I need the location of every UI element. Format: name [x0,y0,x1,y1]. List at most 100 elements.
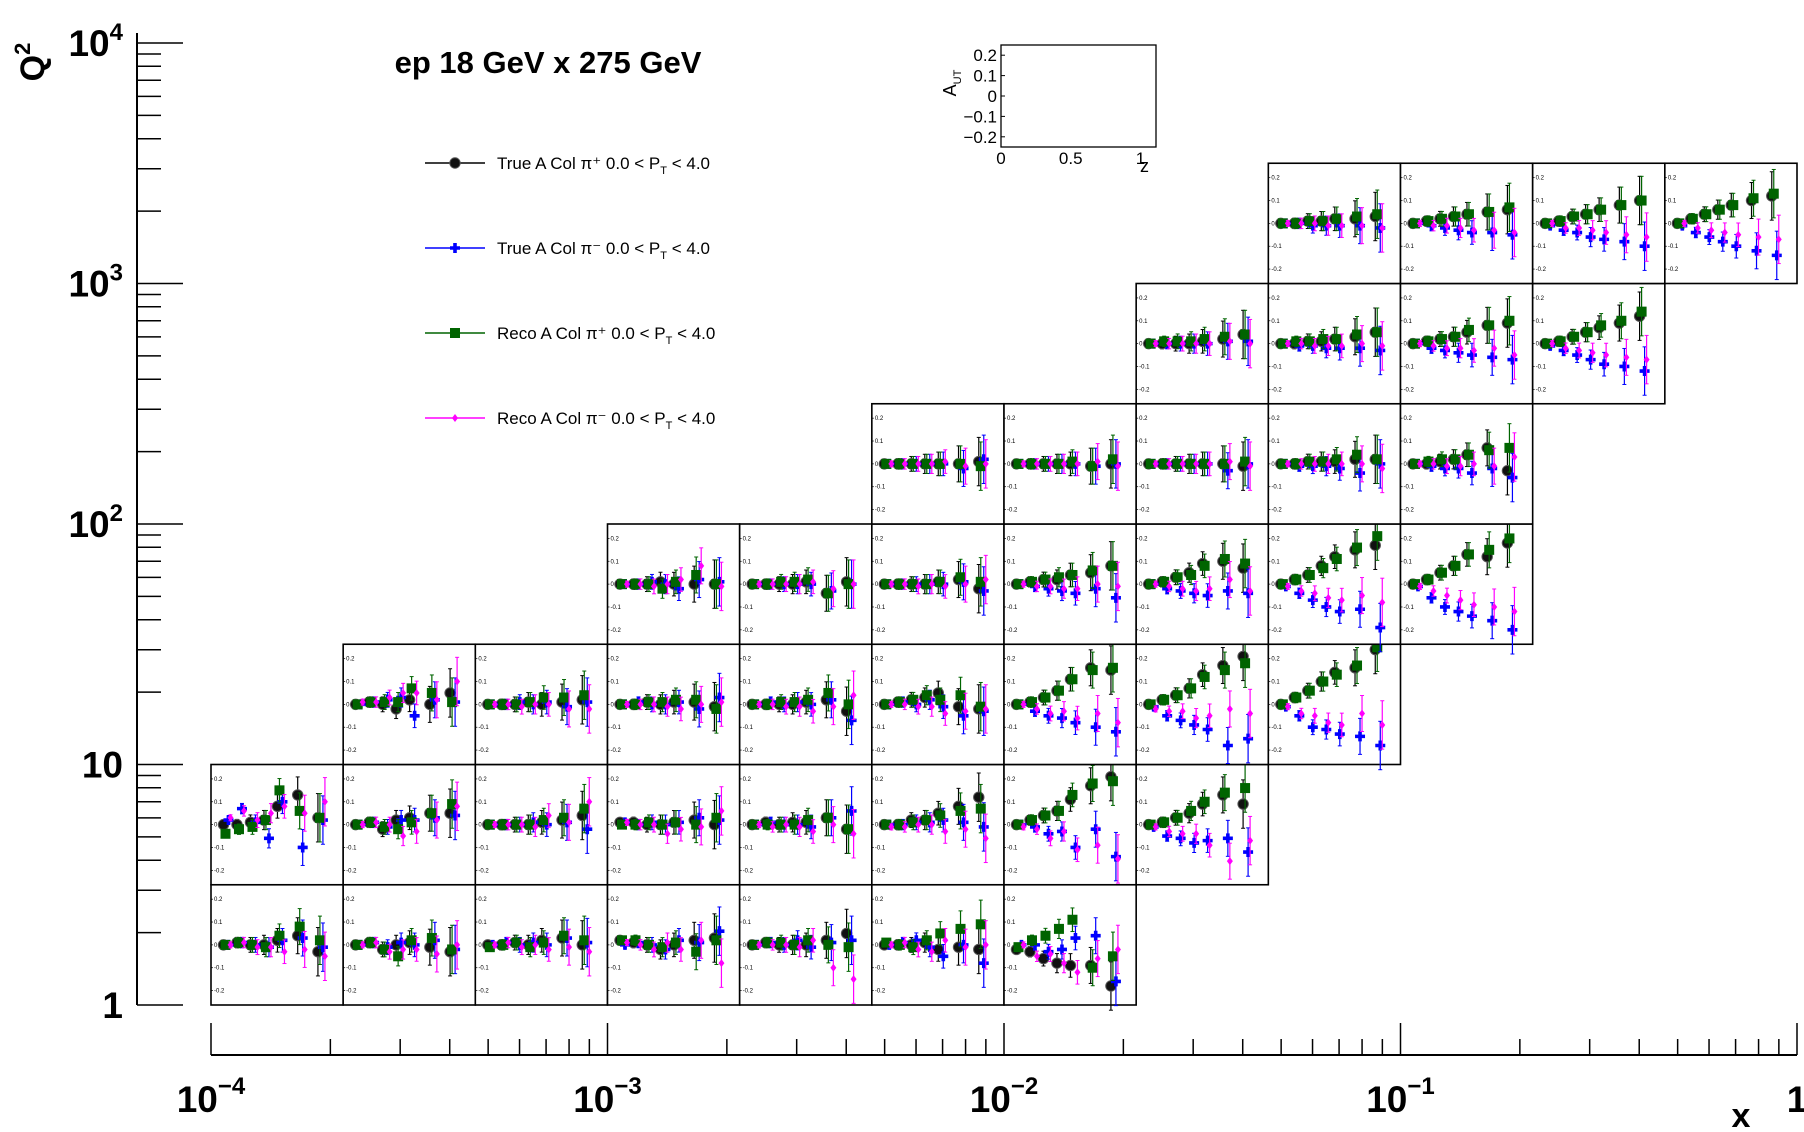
marker-reco-pi-minus [664,580,671,589]
panel: 0.2 0.1 0 -0.1 -0.2 [871,523,1005,646]
marker-reco-pi-minus [1247,709,1254,718]
panel-y-tick-label: 0 [1007,462,1011,468]
panel: 0.2 0.1 0 -0.1 -0.2 [1399,513,1534,655]
panel-y-tick-label: 0.2 [1139,657,1148,663]
panel-y-tick-label: -0.2 [1139,748,1150,754]
panel-y-tick-label: 0.1 [1139,559,1148,565]
marker-reco-pi-plus [935,928,946,939]
panel-y-tick-label: -0.2 [1404,267,1415,273]
marker-reco-pi-minus [1443,462,1450,471]
panel: 0.2 0.1 0 -0.1 -0.2 [1267,162,1402,285]
marker-reco-pi-minus [901,459,908,468]
marker-reco-pi-minus [1179,459,1186,468]
marker-reco-pi-minus [1179,584,1186,593]
marker-reco-pi-minus [1247,339,1254,348]
marker-reco-pi-plus [1450,454,1461,465]
marker-true-pi-minus [1307,722,1318,733]
marker-reco-pi-minus [1152,459,1159,468]
panel-y-tick-label: -0.2 [1271,628,1282,634]
marker-reco-pi-plus [447,697,458,708]
marker-true-pi-plus [952,700,965,713]
marker-reco-pi-minus [850,580,857,589]
panel-y-tick-label: 0.2 [1007,657,1016,663]
marker-reco-pi-minus [1511,453,1518,462]
marker-reco-pi-minus [1166,707,1173,716]
marker-reco-pi-minus [373,818,380,827]
marker-reco-pi-minus [962,462,969,471]
panel-y-tick-label: -0.1 [743,605,754,611]
marker-reco-pi-minus [254,943,261,952]
marker-reco-pi-plus [616,579,627,590]
marker-reco-pi-minus [623,818,630,827]
marker-true-pi-minus [1222,585,1233,596]
marker-reco-pi-minus [373,938,380,947]
panel-y-tick-label: 0.2 [1007,777,1016,783]
marker-reco-pi-plus [881,458,892,469]
panel: 0.2 0.1 0 -0.1 -0.2 [474,883,609,1006]
marker-reco-pi-minus [1430,459,1437,468]
panel-y-tick-label: -0.1 [1007,485,1018,491]
marker-reco-pi-minus [1443,344,1450,353]
marker-reco-pi-plus [1291,458,1302,469]
marker-reco-pi-plus [393,951,404,962]
panel-y-tick-label: -0.1 [1007,605,1018,611]
marker-reco-pi-plus [1026,815,1037,826]
marker-reco-pi-plus [1304,216,1315,227]
marker-reco-pi-minus [1338,341,1345,350]
panel-y-tick-label: -0.2 [1007,748,1018,754]
marker-reco-pi-plus [803,574,814,585]
marker-true-pi-minus [1487,615,1498,626]
marker-reco-pi-plus [1318,676,1329,687]
panel-y-tick-label: 0 [1271,582,1275,588]
panel-y-tick-label: 0.1 [1007,680,1016,686]
marker-reco-pi-plus [823,812,834,823]
marker-reco-pi-minus [586,704,593,713]
marker-reco-pi-minus [830,584,837,593]
marker-true-pi-minus [1619,361,1630,372]
marker-reco-pi-plus [975,576,986,587]
marker-reco-pi-minus [1470,459,1477,468]
panel-y-tick-label: -0.2 [1139,628,1150,634]
marker-reco-pi-minus [1206,459,1213,468]
marker-reco-pi-plus [1304,569,1315,580]
panel-y-tick-label: 0.2 [1404,296,1413,302]
marker-reco-pi-plus [711,579,722,590]
panel-y-tick-label: 0.2 [1271,536,1280,542]
panel-y-tick-label: -0.2 [611,868,622,874]
marker-reco-pi-plus [894,819,905,830]
panel-y-tick-label: 0 [1007,823,1011,829]
panel-y-tick-label: -0.2 [1007,868,1018,874]
marker-reco-pi-minus [1020,700,1027,709]
marker-reco-pi-minus [518,943,525,952]
marker-reco-pi-plus [1026,697,1037,708]
marker-reco-pi-minus [901,822,908,831]
panel: 0.2 0.1 0 -0.1 -0.2 [606,643,741,766]
marker-reco-pi-minus [888,580,895,589]
panel-y-tick-label: 0 [1139,582,1143,588]
marker-reco-pi-minus [545,811,552,820]
marker-reco-pi-plus [908,458,919,469]
panel: 0.2 0.1 0 -0.1 -0.2 [1267,282,1402,405]
panel-y-tick-label: 0.2 [611,657,620,663]
panel-y-tick-label: 0.1 [1404,439,1413,445]
marker-reco-pi-minus [1311,459,1318,468]
marker-reco-pi-plus [1107,776,1118,787]
marker-reco-pi-minus [1060,459,1067,468]
marker-reco-pi-plus [294,805,305,816]
marker-reco-pi-minus [888,459,895,468]
marker-reco-pi-minus [386,947,393,956]
panel: 0.2 0.1 0 -0.1 -0.2 [1003,643,1137,766]
marker-reco-pi-minus [1576,346,1583,355]
marker-reco-pi-plus [1107,454,1118,465]
marker-reco-pi-plus [1107,951,1118,962]
marker-reco-pi-minus [532,822,539,831]
marker-reco-pi-minus [1152,339,1159,348]
panel-y-tick-label: -0.2 [214,989,225,995]
panel: 0.2 0.1 0 -0.1 -0.2 [342,643,477,766]
marker-true-pi-minus [1202,724,1213,735]
panel-y-tick-label: 0.2 [743,536,752,542]
marker-true-pi-minus [263,833,274,844]
marker-reco-pi-minus [664,829,671,838]
marker-reco-pi-minus [1284,582,1291,591]
